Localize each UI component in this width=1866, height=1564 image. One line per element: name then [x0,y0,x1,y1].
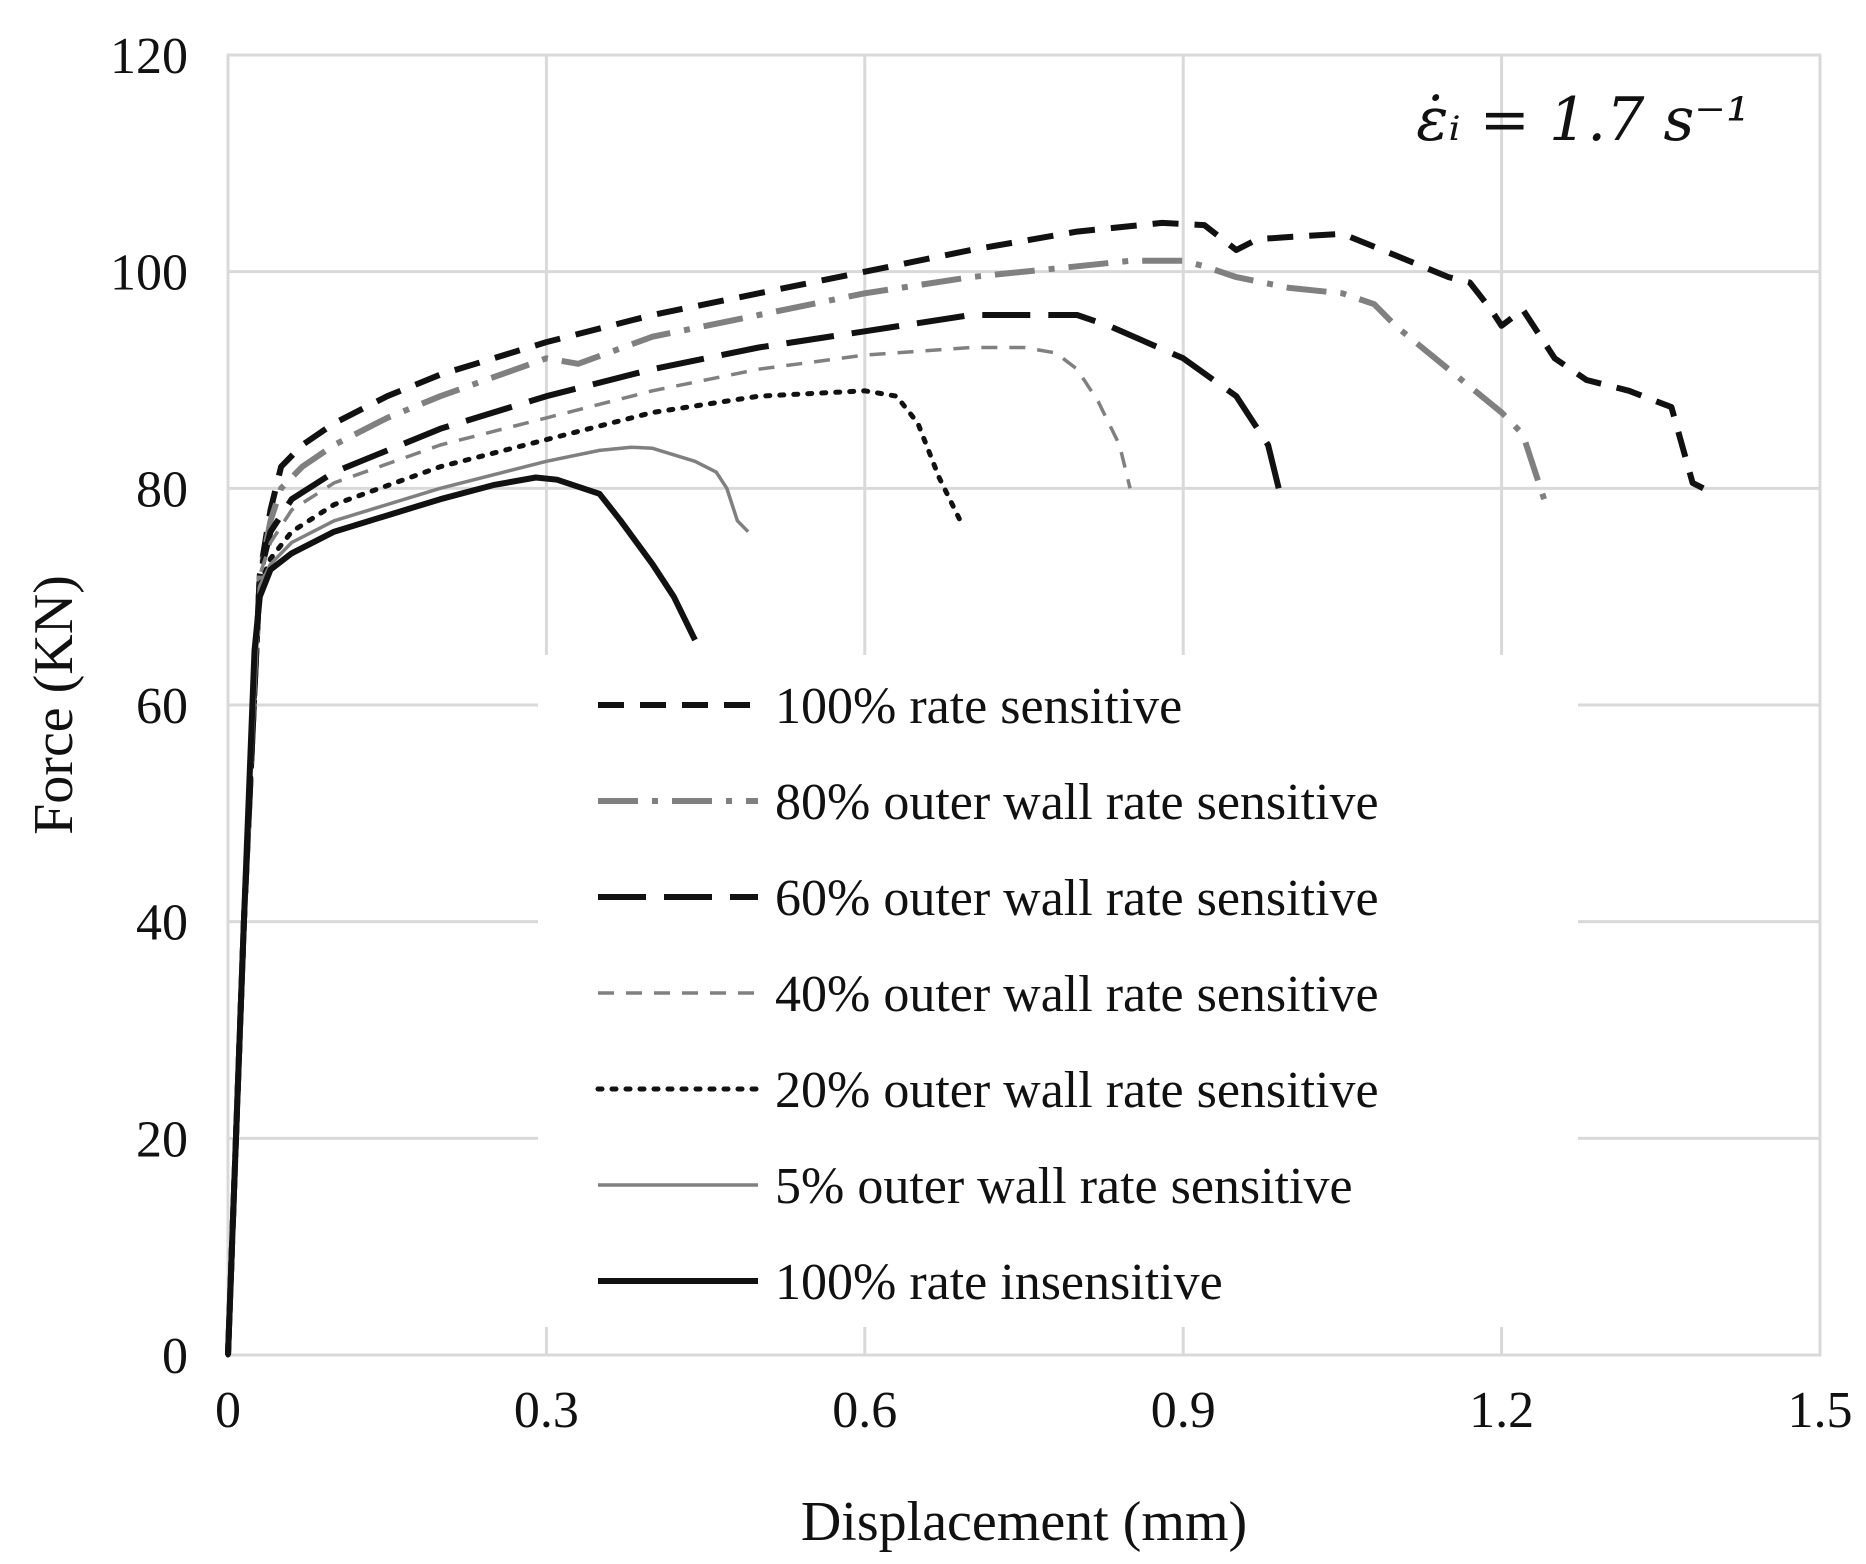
legend-label-6: 5% outer wall rate sensitive [775,1158,1353,1215]
series-line-3 [225,312,1282,1356]
x-tick-label: 0.9 [1151,1382,1216,1439]
series-line-7 [225,474,698,1356]
y-axis-title: Force (KN) [23,575,85,835]
legend: 100% rate sensitive 80% outer wall rate s… [595,678,1379,1311]
legend-label-5: 20% outer wall rate sensitive [775,1062,1379,1119]
x-tick-label: 0 [215,1382,241,1439]
axis-ticks: 0 0.3 0.6 0.9 1.2 1.5 0 20 40 60 80 100 120 [110,28,1853,1439]
y-tick-label: 80 [136,461,188,518]
x-tick-label: 0.3 [514,1382,579,1439]
plot-frame [226,53,1822,1357]
series-line-4 [226,345,1132,1356]
series-line-1 [225,219,1705,1356]
strain-rate-annotation: ε̇ᵢ = 1.7 s⁻¹ [1416,85,1750,155]
x-axis-title: Displacement (mm) [801,1491,1247,1553]
y-tick-label: 0 [162,1328,188,1385]
legend-label-7: 100% rate insensitive [775,1254,1223,1311]
y-tick-label: 60 [136,678,188,735]
x-tick-label: 0.6 [832,1382,897,1439]
legend-label-2: 80% outer wall rate sensitive [775,774,1379,831]
y-tick-label: 100 [110,245,188,302]
legend-label-3: 60% outer wall rate sensitive [775,870,1379,927]
series-lines [225,219,1705,1358]
y-tick-label: 40 [136,895,188,952]
series-line-5 [225,388,963,1358]
legend-box [538,655,1578,1327]
series-line-2 [225,257,1547,1356]
y-tick-label: 20 [136,1111,188,1168]
legend-label-4: 40% outer wall rate sensitive [775,966,1379,1023]
x-tick-label: 1.5 [1788,1382,1853,1439]
legend-label-1: 100% rate sensitive [775,678,1182,735]
y-tick-label: 120 [110,28,188,85]
x-tick-label: 1.2 [1469,1382,1534,1439]
